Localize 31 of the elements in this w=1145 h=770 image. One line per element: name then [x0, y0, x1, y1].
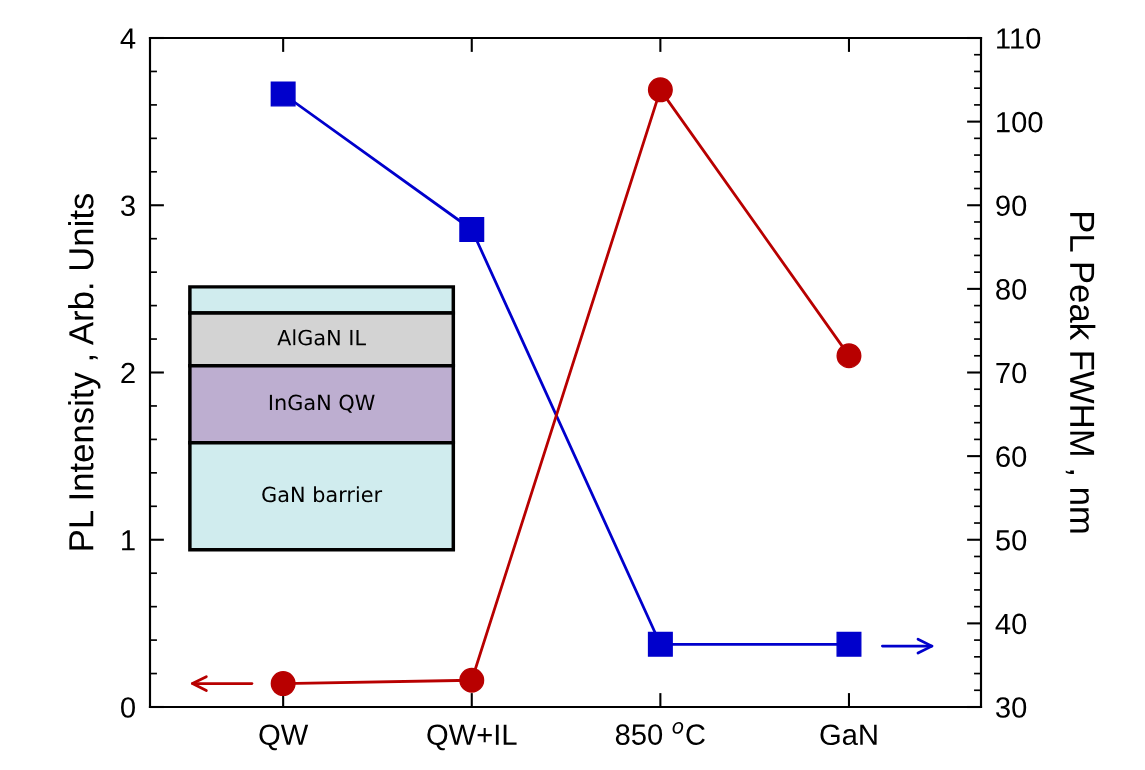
point — [270, 81, 296, 107]
y2-tick-label: 110 — [997, 28, 1041, 49]
y2-tick-label: 90 — [996, 195, 1027, 217]
point — [459, 667, 485, 693]
y-tick-label: 4 — [120, 28, 136, 49]
y-tick-label: 2 — [121, 362, 135, 384]
point — [836, 343, 862, 369]
point — [647, 631, 673, 657]
annotation: GaN barrier — [262, 486, 383, 503]
y2-axis-title: PL Peak FWHM , nm — [1065, 212, 1096, 533]
x-tick-label: QW+IL — [427, 724, 517, 751]
y-axis-title: PL Intensity , Arb. Units — [68, 193, 101, 550]
y2-tick-label: 80 — [996, 279, 1027, 300]
y2-tick-label: 30 — [996, 697, 1027, 718]
y-tick-label: 1 — [122, 530, 135, 551]
y2-tick-label: 100 — [997, 111, 1043, 133]
y-tick-label: 0 — [121, 697, 135, 718]
x-tick-label: GaN — [820, 724, 877, 746]
point — [836, 631, 862, 657]
x-tick-label: QW — [259, 724, 309, 751]
y-tick-label: 3 — [121, 195, 135, 217]
annotation: AlGaN IL — [277, 329, 366, 346]
y2-tick-label: 40 — [995, 613, 1027, 635]
y2-tick-label: 60 — [996, 446, 1027, 467]
x-tick-label: 850 $^{o}$C — [615, 722, 705, 745]
y2-tick-label: 50 — [996, 529, 1027, 551]
annotation: InGaN QW — [269, 394, 375, 413]
point — [459, 217, 485, 243]
point — [270, 671, 296, 697]
y2-tick-label: 70 — [996, 362, 1027, 384]
point — [647, 77, 673, 103]
